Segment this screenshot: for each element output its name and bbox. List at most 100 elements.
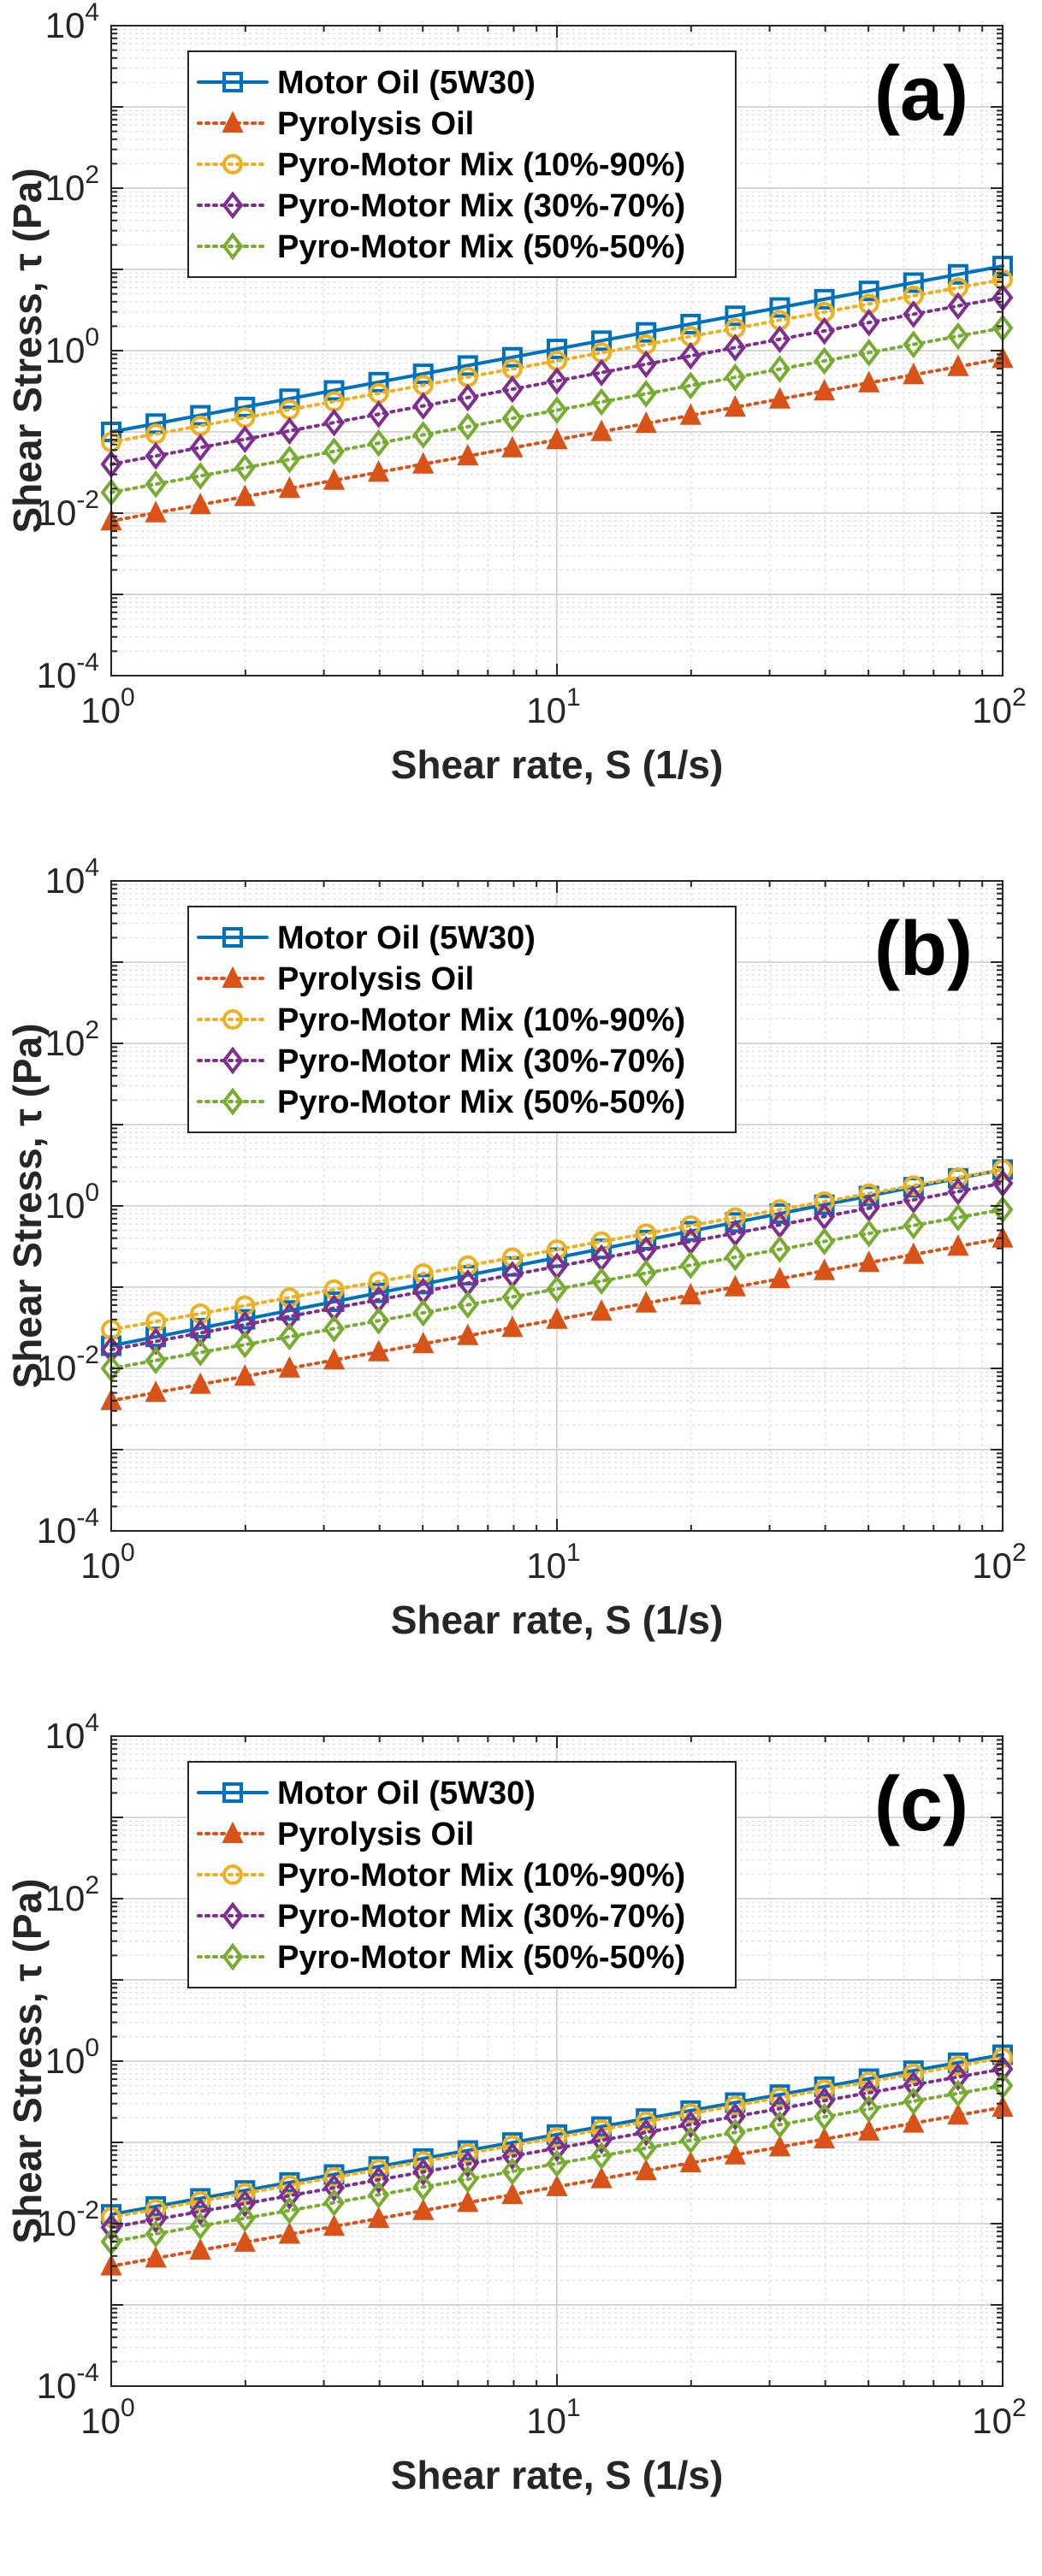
series-point xyxy=(323,2189,346,2217)
x-axis-label: Shear rate, S (1/s) xyxy=(391,1598,724,1642)
series-point xyxy=(323,380,345,401)
series-line xyxy=(110,264,1004,434)
series-point xyxy=(145,2199,167,2220)
series-point xyxy=(858,308,880,337)
legend-entry: Motor Oil (5W30) xyxy=(277,1775,536,1811)
series-point xyxy=(546,2134,568,2163)
panel-tag: (c) xyxy=(874,1762,968,1847)
series-point xyxy=(546,427,568,450)
series-point xyxy=(858,2078,880,2107)
panel-tag: (b) xyxy=(874,907,973,992)
series-point xyxy=(903,2087,925,2116)
series-point xyxy=(546,396,568,424)
series-line xyxy=(110,2083,1004,2244)
series-point xyxy=(725,2094,746,2116)
series-point xyxy=(412,2151,434,2172)
series-point xyxy=(457,1323,479,1345)
series-point xyxy=(903,1211,925,1240)
x-tick-label: 101 xyxy=(526,683,580,730)
series-point xyxy=(636,1223,657,1244)
legend: Motor Oil (5W30) Pyrolysis Oil Pyro-Motor … xyxy=(187,1761,737,1988)
series-line xyxy=(110,2067,1004,2230)
series-point xyxy=(189,2212,211,2241)
x-tick-label: 101 xyxy=(526,1539,580,1586)
series-point xyxy=(145,1327,167,1356)
series-point xyxy=(769,297,790,318)
y-tick-label: 104 xyxy=(45,1710,99,1756)
series-point xyxy=(234,484,256,506)
series-point xyxy=(278,417,300,446)
series-point xyxy=(323,1348,346,1370)
series-point xyxy=(680,313,702,334)
series-point xyxy=(858,2071,879,2093)
series-point xyxy=(768,2135,791,2157)
series-point xyxy=(412,2198,435,2220)
series-point xyxy=(724,394,747,417)
legend-marker xyxy=(222,1046,244,1075)
legend-entry: Motor Oil (5W30) xyxy=(277,920,536,956)
series-point xyxy=(858,370,880,393)
series-point xyxy=(501,2142,524,2171)
series-point xyxy=(680,1215,702,1237)
series-point xyxy=(457,1291,479,1320)
y-axis-label: Shear Stress, τ (Pa) xyxy=(5,168,50,533)
series-point xyxy=(947,1203,969,1232)
series-point xyxy=(590,1267,613,1296)
legend-entry: Pyrolysis Oil xyxy=(277,1817,474,1852)
series-point xyxy=(234,425,256,453)
legend-marker xyxy=(222,1942,244,1971)
series-point xyxy=(858,339,880,367)
series-point xyxy=(814,2102,836,2131)
series-point xyxy=(724,1243,746,1272)
series-point xyxy=(412,363,434,385)
series-point xyxy=(547,2127,567,2148)
series-point xyxy=(858,281,879,302)
series-point xyxy=(546,2174,568,2196)
series-point xyxy=(947,1167,968,1188)
series-point xyxy=(145,2205,167,2234)
series-point xyxy=(189,2237,211,2260)
series-point xyxy=(590,358,613,387)
series-point xyxy=(635,2134,657,2162)
series-line xyxy=(110,1181,1004,1352)
series-point xyxy=(768,325,791,353)
series-point xyxy=(725,305,746,327)
series-point xyxy=(679,2150,702,2172)
series-point xyxy=(145,2246,167,2268)
y-tick-label: 10-4 xyxy=(37,1504,99,1551)
series-point xyxy=(145,2219,167,2248)
legend-marker xyxy=(222,110,244,133)
series-point xyxy=(724,1274,747,1297)
series-point xyxy=(814,1191,835,1212)
series-point xyxy=(947,2079,969,2108)
series-point xyxy=(680,2103,702,2124)
series-point xyxy=(412,1332,435,1354)
series-point xyxy=(903,1185,925,1214)
series-2 xyxy=(100,346,1014,531)
series-point xyxy=(546,1274,568,1303)
chart-panel-a: 100 101 102 10-4 10-2 100 102 104 Shear rate, S … xyxy=(5,0,1027,787)
series-point xyxy=(947,1234,969,1256)
panel-tag: (a) xyxy=(874,51,968,137)
y-axis-label: Shear Stress, τ (Pa) xyxy=(5,1878,50,2243)
series-point xyxy=(858,2118,880,2141)
series-point xyxy=(635,2159,657,2181)
series-point xyxy=(858,1219,880,1248)
series-point xyxy=(947,2063,969,2091)
series-point xyxy=(635,1291,657,1313)
legend-entry: Pyro-Motor Mix (50%-50%) xyxy=(277,1084,685,1120)
series-point xyxy=(323,408,346,437)
legend-entry: Pyro-Motor Mix (30%-70%) xyxy=(277,1043,685,1079)
legend-entry: Pyro-Motor Mix (30%-70%) xyxy=(277,188,685,224)
series-point xyxy=(278,2196,300,2224)
series-point xyxy=(591,2118,613,2140)
series-point xyxy=(768,355,791,383)
series-point xyxy=(367,459,390,482)
series-point xyxy=(278,446,300,474)
series-point xyxy=(546,367,568,395)
series-point xyxy=(947,354,969,376)
series-point xyxy=(903,2111,925,2133)
legend-marker xyxy=(222,1821,244,1843)
series-point xyxy=(724,2102,746,2131)
legend: Motor Oil (5W30) Pyrolysis Oil Pyro-Motor … xyxy=(187,906,737,1133)
